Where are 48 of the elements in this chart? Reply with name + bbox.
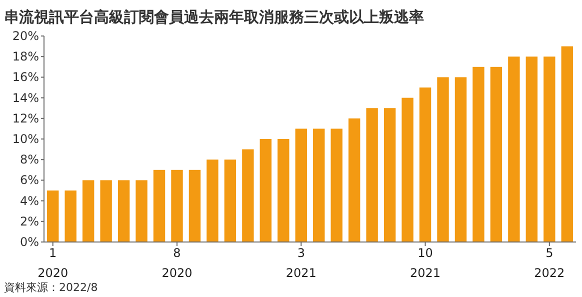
bar [526, 56, 538, 242]
bar [153, 170, 166, 242]
bar [454, 77, 467, 242]
bar [100, 180, 112, 242]
bar [188, 170, 201, 242]
bar [402, 98, 414, 242]
bar [278, 139, 290, 242]
source-note: 資料來源：2022/8 [4, 281, 98, 294]
y-tick-label: 12% [12, 111, 39, 126]
bar [224, 160, 236, 242]
bar [348, 118, 360, 242]
y-tick-label: 18% [12, 50, 39, 64]
x-tick-label: 5 2022 [534, 246, 565, 280]
bar [384, 108, 396, 242]
chart-title: 串流視訊平台高級訂閱會員過去兩年取消服務三次或以上叛逃率 [4, 8, 424, 26]
bar [136, 180, 148, 242]
bar [472, 66, 484, 242]
bar [330, 128, 342, 242]
bar [82, 180, 94, 242]
y-tick-label: 0% [20, 235, 39, 249]
bar [64, 190, 76, 242]
y-tick-label: 14% [12, 90, 39, 105]
bar [242, 149, 254, 242]
bar [490, 66, 502, 242]
bar [47, 190, 59, 242]
bar [437, 77, 449, 242]
bar [206, 160, 218, 242]
bar [561, 46, 573, 242]
bar [118, 180, 130, 242]
y-tick-label: 4% [20, 194, 39, 208]
x-tick-label: 3 2021 [286, 246, 316, 280]
x-tick-label: 10 2021 [410, 246, 441, 280]
y-tick-label: 6% [20, 173, 39, 188]
x-tick-label: 8 2020 [162, 246, 192, 280]
y-tick-label: 8% [20, 152, 39, 167]
y-tick-label: 16% [12, 70, 39, 84]
bar [171, 170, 183, 242]
bar [419, 88, 432, 242]
y-tick-label: 20% [12, 29, 39, 43]
y-tick-label: 2% [20, 214, 39, 228]
bar [508, 56, 520, 242]
bar [260, 139, 272, 242]
bar [366, 108, 378, 242]
y-tick-label: 10% [12, 132, 39, 146]
bar [544, 56, 556, 242]
bar [295, 128, 307, 242]
bar [313, 128, 325, 242]
x-tick-label: 1 2020 [38, 246, 68, 280]
